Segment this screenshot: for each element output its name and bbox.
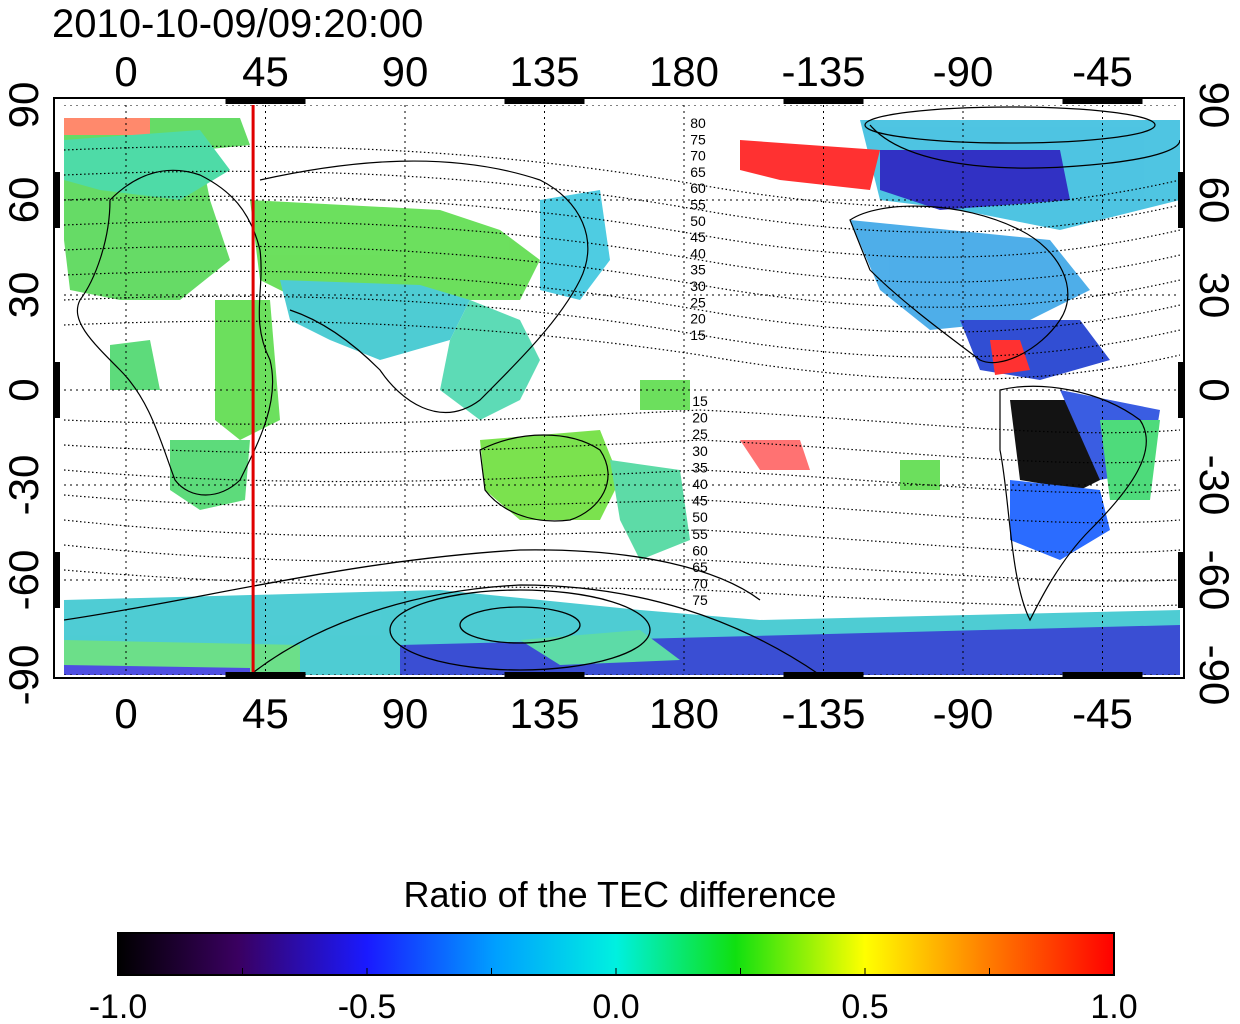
solid-contours xyxy=(64,106,1180,675)
tick-bar-top xyxy=(225,98,306,104)
contour-label: 35 xyxy=(692,459,708,475)
lon-tick-label-bottom: 0 xyxy=(114,690,137,737)
lon-tick-label-top: 45 xyxy=(242,48,289,95)
lat-tick-label-right: -30 xyxy=(1191,455,1238,516)
lon-tick-label-bottom: -90 xyxy=(933,690,994,737)
tick-bar-left xyxy=(54,172,60,228)
tick-bar-top xyxy=(783,98,864,104)
lat-tick-label-left: 60 xyxy=(0,177,47,224)
lon-tick-label-top: -45 xyxy=(1072,48,1133,95)
lat-tick-label-right: -90 xyxy=(1191,645,1238,706)
lon-tick-label-bottom: -135 xyxy=(781,690,865,737)
tick-bar-bottom xyxy=(504,672,585,678)
contour-label: 70 xyxy=(692,576,708,592)
lat-tick-label-right: 0 xyxy=(1191,378,1238,401)
contour-label: 30 xyxy=(690,278,706,294)
tick-bar-bottom xyxy=(783,672,864,678)
lat-tick-label-right: 60 xyxy=(1191,177,1238,224)
contour-label: 15 xyxy=(690,327,706,343)
contour-label: 30 xyxy=(692,443,708,459)
longitude-ticks-bottom: 0 45 90 135 180 -135 -90 -45 xyxy=(114,690,1133,737)
lon-tick-label-top: 90 xyxy=(382,48,429,95)
contour-label: 55 xyxy=(692,526,708,542)
lat-tick-label-left: -30 xyxy=(0,455,47,516)
latitude-ticks-left: 90 60 30 0 -30 -60 -90 xyxy=(0,82,47,706)
longitude-ticks-top: 0 45 90 135 180 -135 -90 -45 xyxy=(114,48,1133,95)
lon-tick-label-top: 180 xyxy=(649,48,719,95)
contour-label: 80 xyxy=(690,115,706,131)
lon-tick-label-bottom: 180 xyxy=(649,690,719,737)
lon-tick-label-bottom: -45 xyxy=(1072,690,1133,737)
lat-tick-label-left: 30 xyxy=(0,272,47,319)
lon-tick-label-bottom: 135 xyxy=(509,690,579,737)
contour-label: 75 xyxy=(692,592,708,608)
contour-label: 60 xyxy=(692,542,708,558)
contour-label: 65 xyxy=(692,559,708,575)
lat-tick-label-left: -90 xyxy=(0,645,47,706)
contour-label: 45 xyxy=(690,229,706,245)
lat-tick-label-right: 30 xyxy=(1191,272,1238,319)
contour-label: 55 xyxy=(690,197,706,213)
tick-bar-left xyxy=(54,362,60,418)
contour-label: 20 xyxy=(690,311,706,327)
contour-label: 35 xyxy=(690,262,706,278)
tick-bar-bottom xyxy=(1062,672,1143,678)
contour-label: 65 xyxy=(690,164,706,180)
colorbar-tick-label: -1.0 xyxy=(89,988,148,1024)
contour-label: 70 xyxy=(690,148,706,164)
axis-tick-bars xyxy=(54,98,1184,678)
contour-label: 25 xyxy=(690,294,706,310)
contour-label: 75 xyxy=(690,131,706,147)
tick-bar-right xyxy=(1178,552,1184,608)
map-gridlines xyxy=(64,105,1180,675)
tick-bar-top xyxy=(504,98,585,104)
colorbar-tick-label: 0.5 xyxy=(841,988,888,1024)
lon-tick-label-top: 135 xyxy=(509,48,579,95)
map-title: 2010-10-09/09:20:00 xyxy=(52,2,424,46)
colorbar-tick-label: 1.0 xyxy=(1090,988,1137,1024)
tick-bar-bottom xyxy=(225,672,306,678)
lon-tick-label-bottom: 90 xyxy=(382,690,429,737)
colorbar-tick-label: -0.5 xyxy=(338,988,397,1024)
lon-tick-label-top: -135 xyxy=(781,48,865,95)
tick-bar-right xyxy=(1178,172,1184,228)
colorbar-ticks: -1.0 -0.5 0.0 0.5 1.0 xyxy=(89,968,1138,1024)
lat-tick-label-left: 90 xyxy=(0,82,47,129)
contour-label: 40 xyxy=(690,245,706,261)
contour-label: 60 xyxy=(690,180,706,196)
lat-tick-label-left: 0 xyxy=(0,378,47,401)
lat-tick-label-right: -60 xyxy=(1191,550,1238,611)
tick-bar-left xyxy=(54,552,60,608)
contour-label: 40 xyxy=(692,476,708,492)
contour-lines xyxy=(64,145,1180,607)
contour-label: 50 xyxy=(692,509,708,525)
contour-label: 15 xyxy=(692,393,708,409)
contour-label: 45 xyxy=(692,493,708,509)
coastlines xyxy=(76,160,1147,622)
lon-tick-label-top: 0 xyxy=(114,48,137,95)
colorbar-tick-label: 0.0 xyxy=(592,988,639,1024)
contour-label: 20 xyxy=(692,410,708,426)
colorbar-title: Ratio of the TEC difference xyxy=(403,874,837,915)
lon-tick-label-bottom: 45 xyxy=(242,690,289,737)
tick-bar-right xyxy=(1178,362,1184,418)
lat-tick-label-right: 90 xyxy=(1191,82,1238,129)
contour-label: 50 xyxy=(690,213,706,229)
tick-bar-top xyxy=(1062,98,1143,104)
lat-tick-label-left: -60 xyxy=(0,550,47,611)
contour-label: 25 xyxy=(692,426,708,442)
lon-tick-label-top: -90 xyxy=(933,48,994,95)
latitude-ticks-right: 90 60 30 0 -30 -60 -90 xyxy=(1191,82,1238,706)
